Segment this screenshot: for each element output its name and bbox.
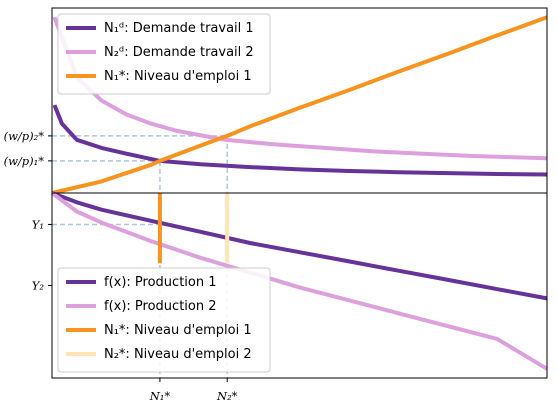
series-line-top-3 [51,15,548,195]
top-panel: (w/p)₁* (w/p)₂* N₁ᵈ: Demande travail 1 N₂ᵈ:… [4,7,548,195]
x-tick-label: N₂* [216,389,238,403]
legend-label: N₂ᵈ: Demande travail 2 [104,45,254,60]
legend-label: f(x): Production 1 [104,275,217,290]
y-tick-label: (w/p)₁* [4,154,45,168]
bottom-panel: Y₁ Y₂ N₁* N₂* f(x): Production 1 f(x): Produc… [32,191,549,403]
legend-label: N₁*: Niveau d'emploi 1 [104,69,252,84]
legend-box-top [57,13,271,95]
legend-label: f(x): Production 2 [104,299,217,314]
series-line-top-1 [52,104,548,177]
legend-box-bottom [57,267,271,373]
y-tick-label: (w/p)₂* [4,129,45,143]
series-line-bottom-2 [50,191,549,371]
series-line-top-2 [52,16,548,161]
series-line-bottom-1 [51,191,548,301]
legend-label: N₁*: Niveau d'emploi 1 [104,323,252,338]
legend-label: N₂*: Niveau d'emploi 2 [104,347,252,362]
x-tick-label: N₁* [149,389,171,403]
y-tick-label: Y₁ [32,217,44,231]
y-tick-label: Y₂ [32,279,45,293]
legend-label: N₁ᵈ: Demande travail 1 [104,21,254,36]
